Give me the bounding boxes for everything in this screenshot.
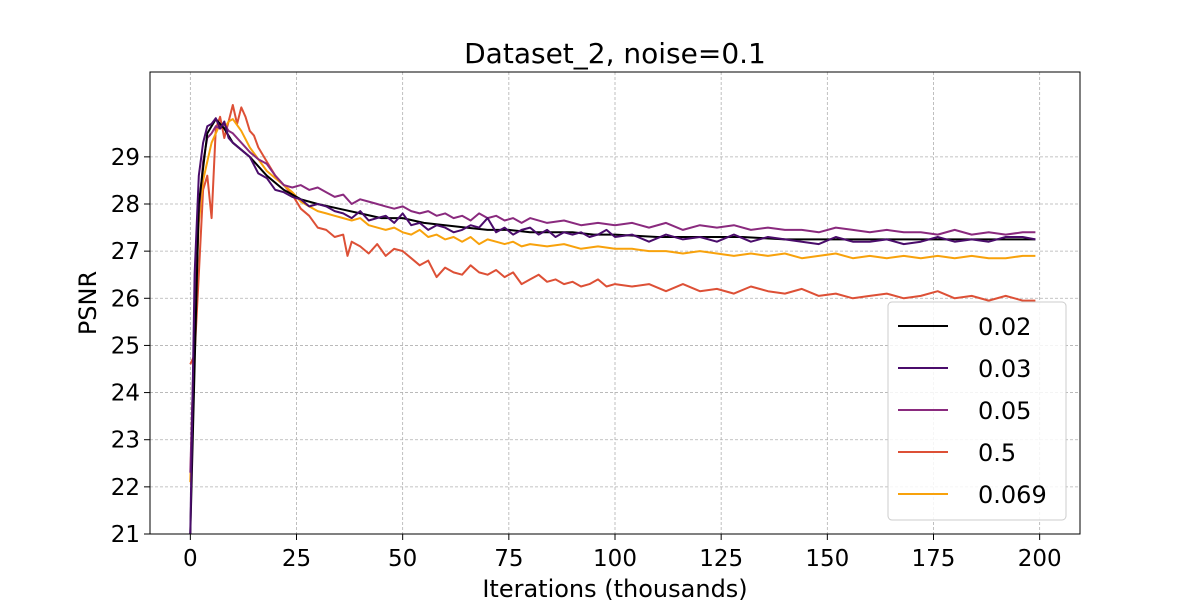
- y-tick-label: 26: [111, 286, 140, 312]
- y-tick-label: 25: [111, 333, 140, 359]
- legend-label: 0.03: [978, 355, 1031, 383]
- chart-title: Dataset_2, noise=0.1: [464, 37, 766, 70]
- legend-label: 0.069: [978, 481, 1047, 509]
- legend-box: [887, 301, 1067, 521]
- series-line-0-05: [189, 122, 1036, 473]
- x-tick-label: 150: [805, 546, 849, 572]
- x-tick-label: 75: [494, 546, 523, 572]
- series-line-0-03: [189, 117, 1036, 535]
- x-tick-label: 25: [282, 546, 311, 572]
- x-axis-label: Iterations (thousands): [482, 575, 747, 600]
- series-line-0-5: [189, 104, 1036, 365]
- y-axis-label: PSNR: [74, 271, 102, 335]
- y-tick-label: 22: [111, 475, 140, 501]
- y-tick-label: 23: [111, 428, 140, 454]
- x-tick-label: 0: [183, 546, 198, 572]
- series-line-0-069: [189, 118, 1036, 483]
- legend-label: 0.5: [978, 439, 1016, 467]
- y-tick-label: 28: [111, 192, 140, 218]
- y-tick-label: 24: [111, 381, 140, 407]
- x-tick-label: 175: [912, 546, 956, 572]
- legend-label: 0.02: [978, 313, 1031, 341]
- x-tick-label: 50: [388, 546, 417, 572]
- y-tick-label: 27: [111, 239, 140, 265]
- legend: 0.02 0.03 0.05 0.5 0.069: [887, 301, 1067, 521]
- series-lines: [189, 104, 1036, 535]
- y-tick-label: 21: [111, 522, 140, 548]
- x-tick-label: 100: [593, 546, 637, 572]
- legend-label: 0.05: [978, 397, 1031, 425]
- x-tick-label: 200: [1018, 546, 1062, 572]
- axis-ticks: 0 25 50 75 100 125 150 175 200 21 22 23 24 25 26 27 28 29: [111, 145, 1062, 572]
- y-tick-label: 29: [111, 145, 140, 171]
- x-tick-label: 125: [699, 546, 743, 572]
